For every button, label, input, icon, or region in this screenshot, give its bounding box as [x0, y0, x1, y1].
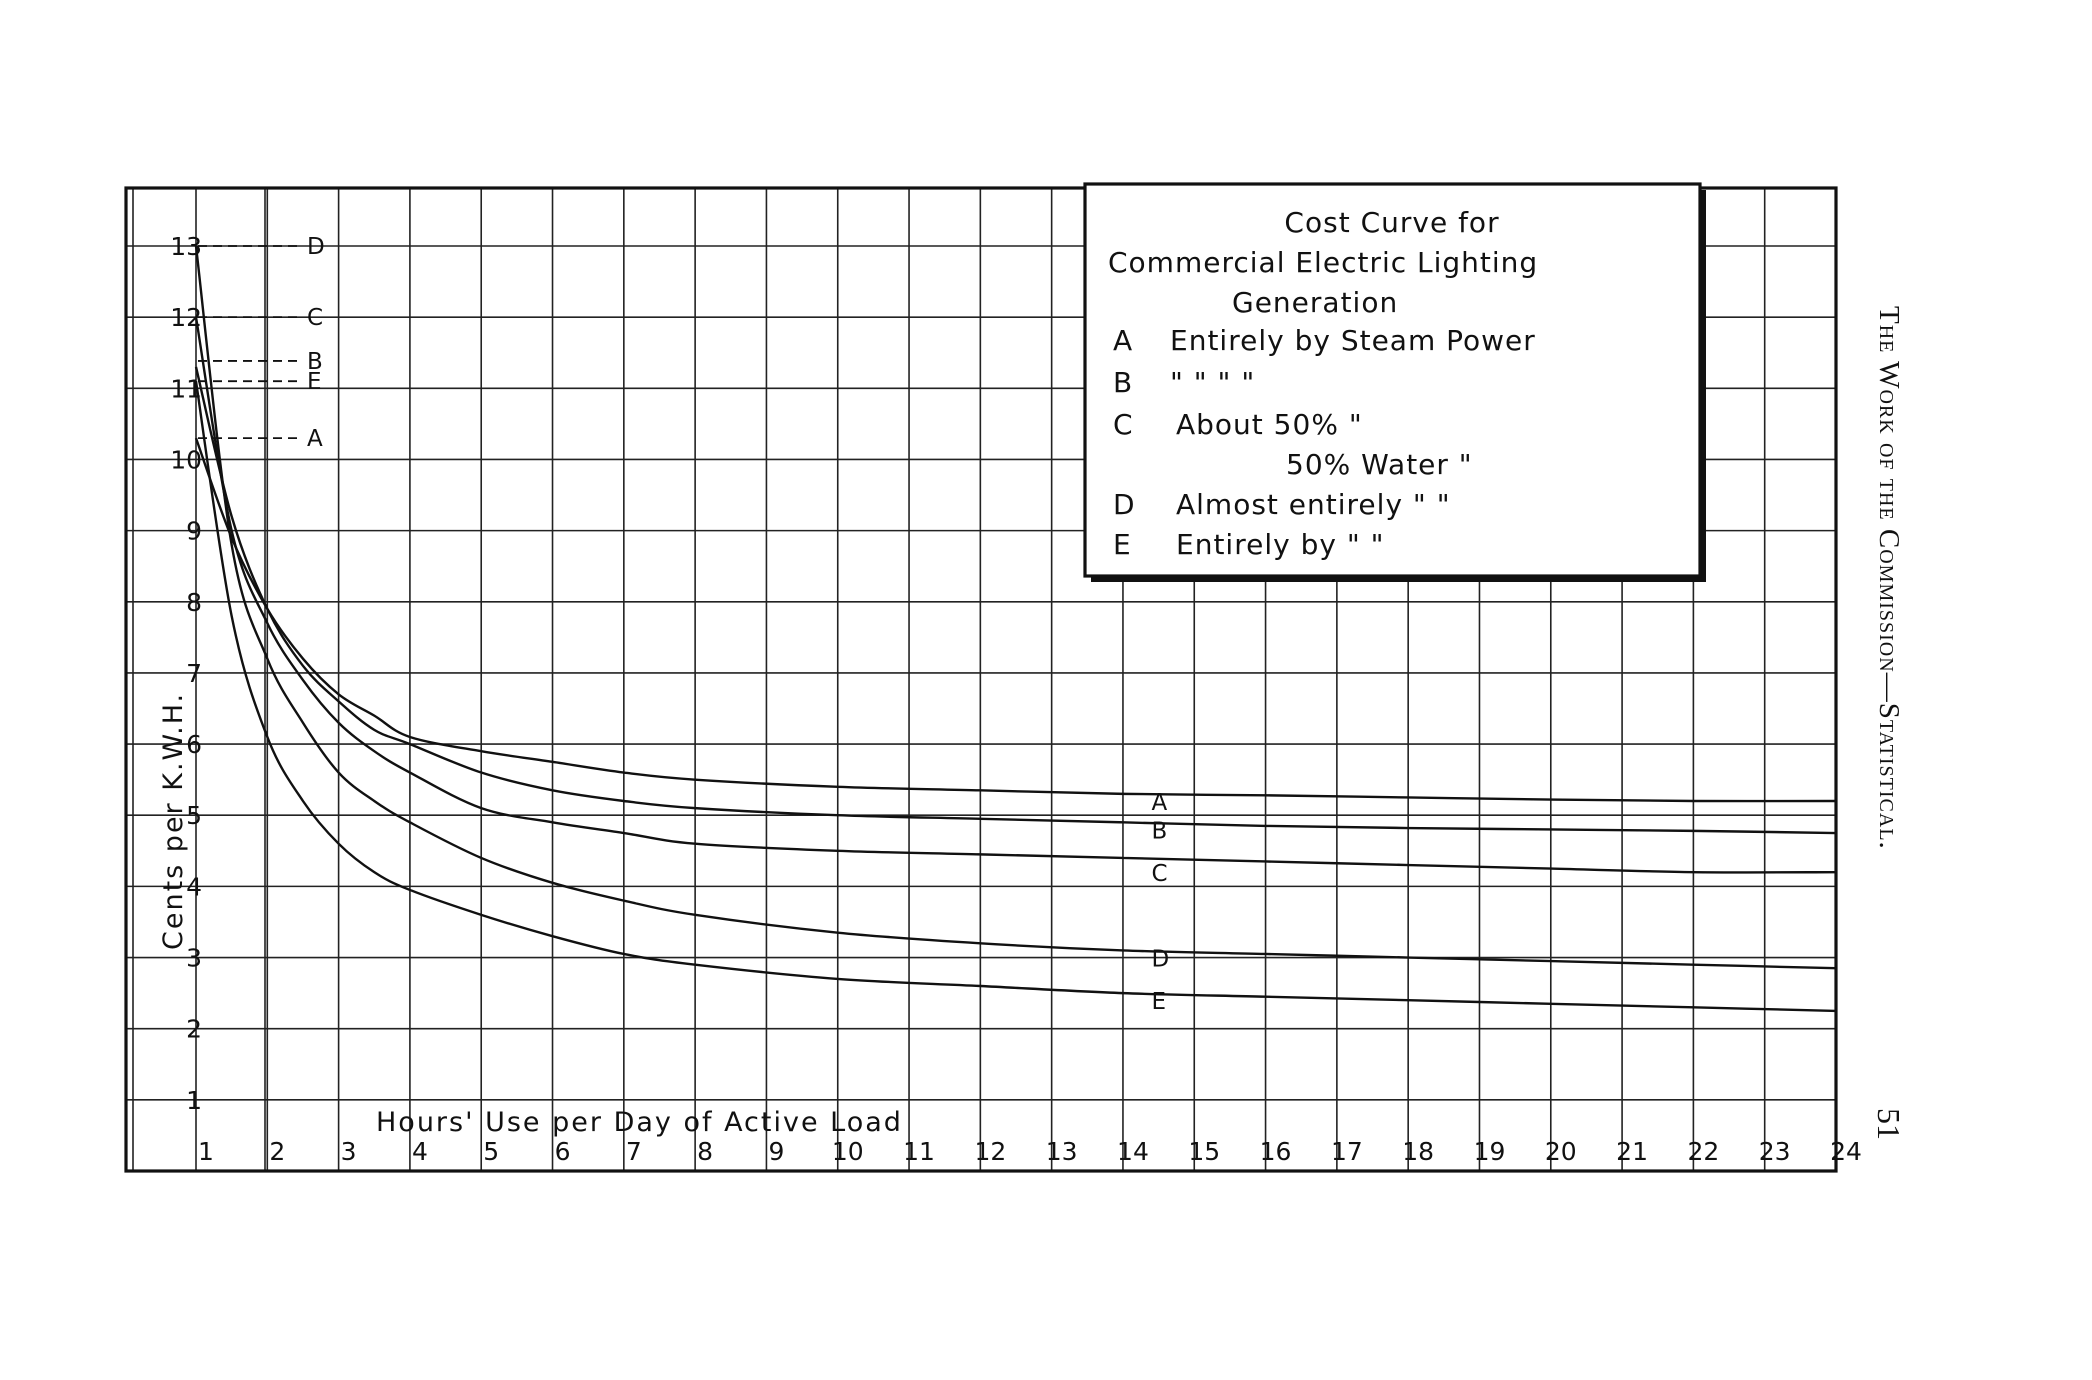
start-marker-label: C	[307, 305, 323, 331]
x-tick-label: 20	[1545, 1137, 1577, 1166]
legend-title: Cost Curve for	[1284, 206, 1499, 239]
start-marker-label: D	[307, 234, 325, 260]
chart-curves	[194, 245, 1837, 1013]
x-tick-label: 14	[1117, 1137, 1149, 1166]
x-tick-label: 11	[903, 1137, 935, 1166]
y-tick-label: 1	[186, 1086, 202, 1115]
y-tick-label: 13	[170, 232, 202, 261]
y-tick-label: 5	[186, 801, 202, 830]
curve-tag: C	[1151, 861, 1167, 887]
legend-text: Almost entirely " "	[1176, 488, 1451, 521]
legend-entries: A Entirely by Steam Power B " " " " C About 5…	[1113, 324, 1536, 561]
x-tick-label: 13	[1046, 1137, 1078, 1166]
running-head: The Work of the Commission—Statistical.	[1873, 306, 1905, 850]
y-axis-label: Cents per K.W.H.	[158, 692, 189, 950]
legend: Cost Curve for Commercial Electric Light…	[1083, 182, 1706, 582]
legend-key: B	[1113, 366, 1133, 399]
series-line-c	[194, 316, 1837, 874]
legend-text: 50% Water "	[1286, 448, 1473, 481]
x-tick-label: 5	[483, 1137, 499, 1166]
x-tick-label: 10	[832, 1137, 864, 1166]
tick-labels: 1 2 3 4 5 6 7 8 9 10 11 12 13 14 15 16 17 18 19 20 21 22 23 241…	[170, 232, 1862, 1166]
chart-frame	[124, 186, 1838, 1173]
series-line-e	[194, 381, 1837, 1013]
y-tick-label: 7	[186, 659, 202, 688]
x-tick-label: 7	[626, 1137, 642, 1166]
y-tick-label: 11	[170, 374, 202, 403]
legend-subtitle-line: Commercial Electric Lighting	[1108, 246, 1538, 279]
y-tick-label: 10	[170, 445, 202, 474]
y-tick-label: 2	[186, 1015, 202, 1044]
y-tick-label: 3	[186, 944, 202, 973]
y-tick-label: 8	[186, 588, 202, 617]
x-tick-label: 12	[974, 1137, 1006, 1166]
legend-text: Entirely by " "	[1176, 528, 1384, 561]
series-line-a	[194, 437, 1837, 803]
legend-text: About 50% "	[1176, 408, 1363, 441]
start-markers: D CBE A	[198, 234, 325, 452]
start-marker-label: A	[307, 426, 323, 452]
legend-subtitle-line: Generation	[1232, 286, 1398, 319]
x-axis-label: Hours' Use per Day of Active Load	[376, 1107, 903, 1138]
legend-key: D	[1113, 488, 1136, 521]
curve-tags: ABC DE	[1151, 790, 1169, 1015]
x-tick-label: 17	[1331, 1137, 1363, 1166]
y-tick-label: 12	[170, 303, 202, 332]
legend-text: Entirely by Steam Power	[1170, 324, 1536, 357]
curve-tag: A	[1151, 790, 1167, 816]
x-tick-label: 4	[412, 1137, 428, 1166]
curve-tag: E	[1151, 989, 1166, 1015]
x-tick-label: 3	[341, 1137, 357, 1166]
x-tick-label: 9	[768, 1137, 784, 1166]
x-tick-label: 21	[1616, 1137, 1648, 1166]
curve-tag: D	[1151, 946, 1169, 972]
x-tick-label: 15	[1188, 1137, 1220, 1166]
x-tick-label: 2	[269, 1137, 285, 1166]
start-marker-label: E	[307, 369, 322, 395]
series-line-b	[194, 366, 1837, 835]
x-tick-label: 22	[1687, 1137, 1719, 1166]
x-tick-label: 16	[1260, 1137, 1292, 1166]
x-tick-label: 24	[1830, 1137, 1862, 1166]
y-tick-label: 9	[186, 517, 202, 546]
x-tick-label: 23	[1759, 1137, 1791, 1166]
legend-key: C	[1113, 408, 1134, 441]
legend-text: " " " "	[1170, 366, 1255, 399]
legend-subtitle: Commercial Electric Lighting Generation	[1108, 246, 1538, 319]
legend-key: A	[1113, 324, 1133, 357]
legend-box	[1083, 182, 1702, 578]
x-tick-label: 6	[555, 1137, 571, 1166]
start-marker-label: B	[307, 349, 323, 375]
x-tick-label: 1	[198, 1137, 214, 1166]
x-tick-label: 8	[697, 1137, 713, 1166]
series-line-d	[194, 245, 1837, 970]
curve-tag: B	[1151, 818, 1167, 844]
x-tick-label: 19	[1474, 1137, 1506, 1166]
legend-key: E	[1113, 528, 1132, 561]
page-number: 51	[1871, 1108, 1907, 1140]
x-tick-label: 18	[1402, 1137, 1434, 1166]
y-tick-label: 6	[186, 730, 202, 759]
y-tick-label: 4	[186, 872, 202, 901]
